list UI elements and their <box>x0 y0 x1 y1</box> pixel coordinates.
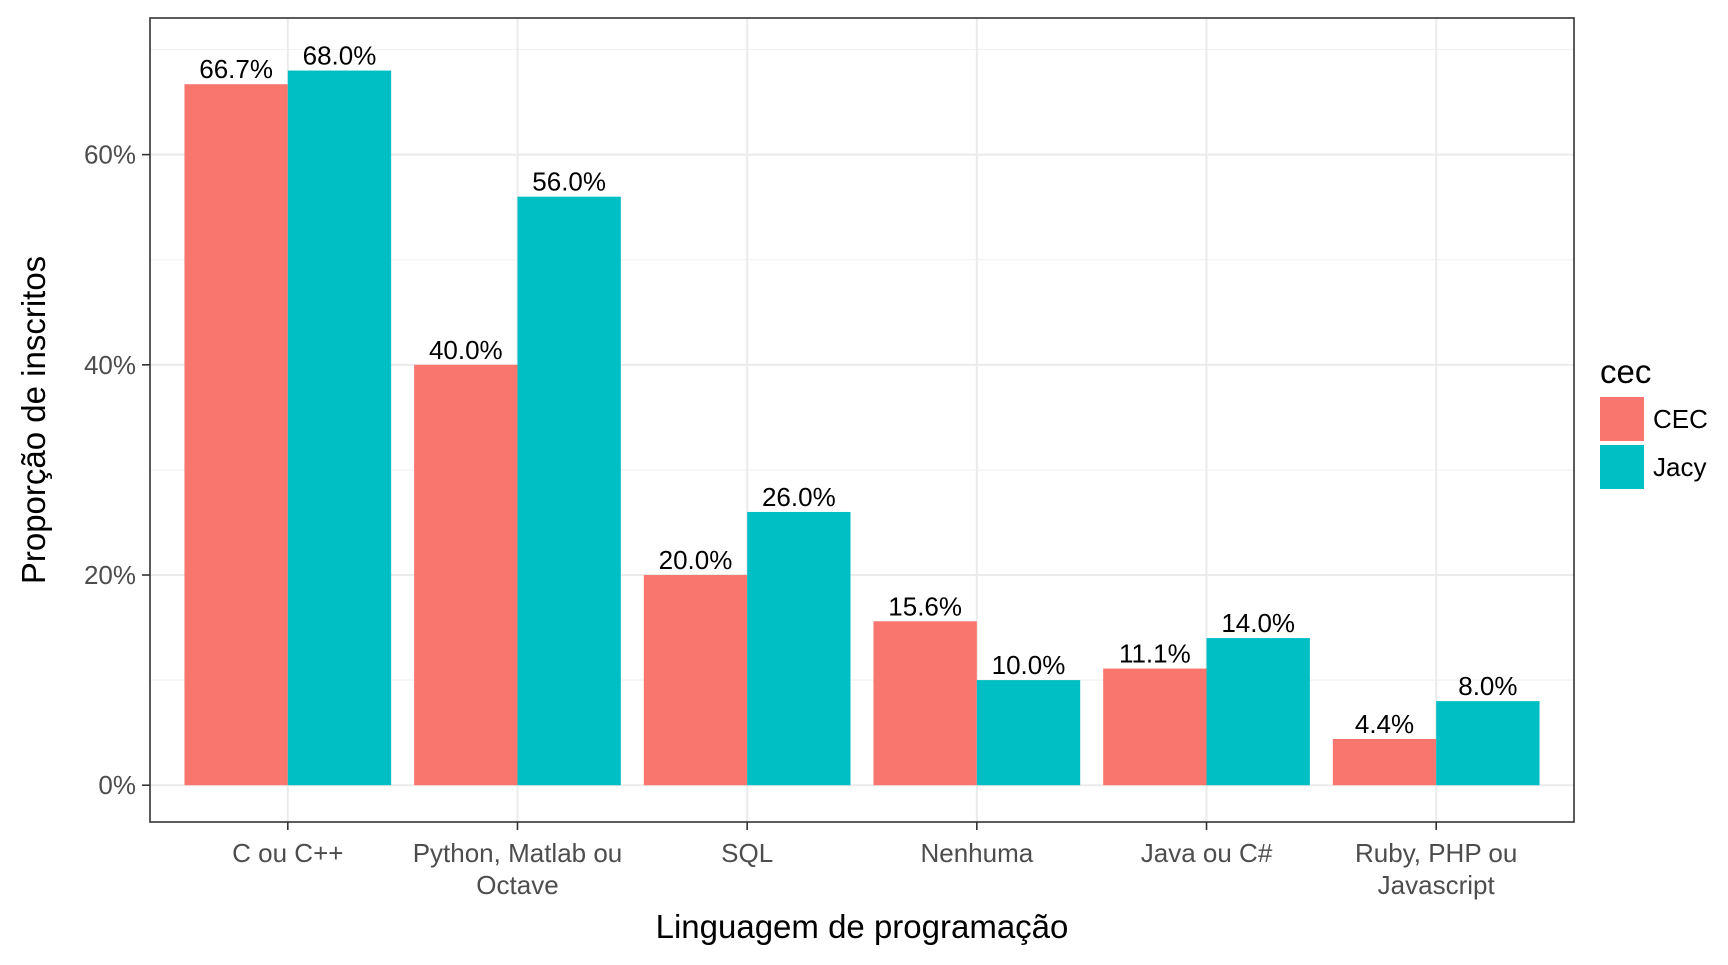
x-tick-label: Ruby, PHP ou <box>1355 838 1517 868</box>
data-labels-layer: 66.7% 40.0% 20.0% 15.6% 11.1% 4.4% 68.0% 56.0% 2… <box>199 41 1517 739</box>
bar-jacy <box>1206 638 1310 786</box>
bar-cec <box>1103 668 1207 786</box>
data-label-cec: 15.6% <box>888 591 962 621</box>
legend: cec CEC Jacy <box>1600 353 1708 489</box>
bar-jacy <box>1436 701 1540 786</box>
y-axis-title: Proporção de inscritos <box>15 256 52 584</box>
bar-jacy <box>747 511 851 786</box>
x-axis-title: Linguagem de programação <box>656 908 1069 945</box>
panel-border <box>149 17 1575 823</box>
bar-jacy <box>287 70 392 786</box>
bar-cec <box>643 575 748 786</box>
data-label-cec: 40.0% <box>429 335 503 365</box>
y-tick-label: 20% <box>84 560 136 590</box>
bar-jacy <box>517 196 621 786</box>
bar-jacy <box>976 680 1081 786</box>
data-label-cec: 20.0% <box>659 545 733 575</box>
axes-layer: 0% 20% 40% 60% C ou C++ Python, Matlab ouOcta… <box>84 140 1517 900</box>
data-label-jacy: 8.0% <box>1458 671 1517 701</box>
legend-label-cec: CEC <box>1653 404 1708 434</box>
data-label-jacy: 56.0% <box>532 167 606 197</box>
data-label-cec: 11.1% <box>1119 639 1191 669</box>
x-tick-label: Javascript <box>1378 870 1496 900</box>
legend-key-jacy <box>1600 445 1644 489</box>
data-label-jacy: 68.0% <box>303 41 377 71</box>
x-tick-label: Octave <box>476 870 558 900</box>
y-tick-label: 40% <box>84 350 136 380</box>
x-tick-label: C ou C++ <box>232 838 343 868</box>
y-tick-label: 60% <box>84 140 136 170</box>
y-tick-label: 0% <box>98 770 136 800</box>
data-label-jacy: 10.0% <box>992 650 1066 680</box>
data-label-jacy: 26.0% <box>762 482 836 512</box>
data-label-cec: 66.7% <box>199 54 273 84</box>
x-tick-label: Java ou C# <box>1141 838 1273 868</box>
data-label-jacy: 14.0% <box>1221 608 1295 638</box>
x-tick-label: Python, Matlab ou <box>413 838 623 868</box>
x-tick-label: Nenhuma <box>920 838 1033 868</box>
bar-cec <box>1332 738 1437 786</box>
bar-cec <box>873 621 977 786</box>
bar-cec <box>414 364 518 786</box>
bars-layer <box>184 70 1540 786</box>
bar-cec <box>184 84 288 786</box>
x-tick-label: SQL <box>721 838 773 868</box>
legend-label-jacy: Jacy <box>1653 452 1706 482</box>
legend-title: cec <box>1600 353 1651 390</box>
legend-key-cec <box>1600 397 1644 441</box>
data-label-cec: 4.4% <box>1355 709 1414 739</box>
